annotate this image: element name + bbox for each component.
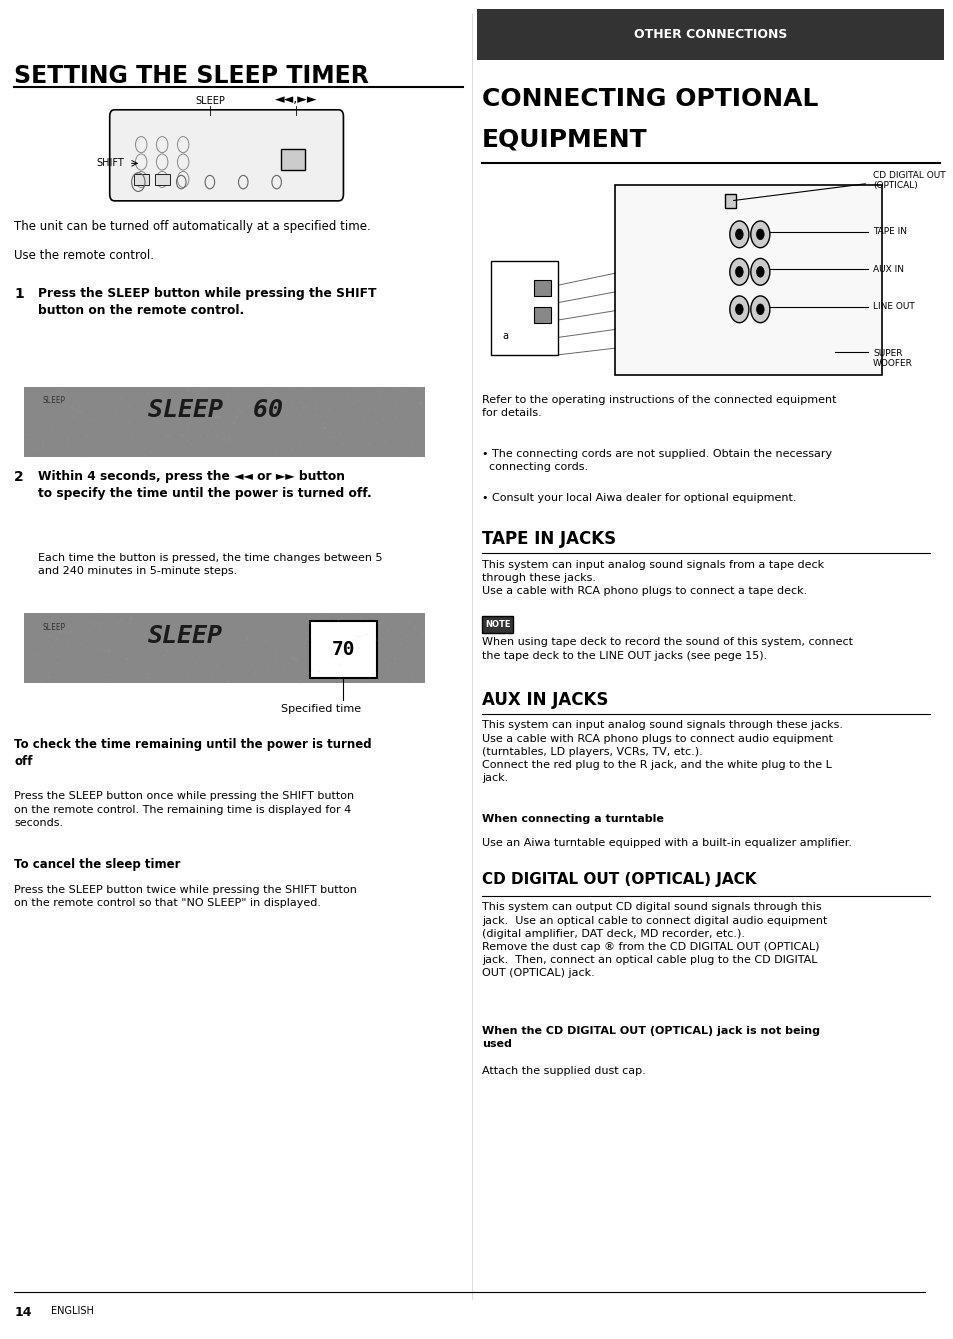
Bar bbox=[24, 613, 424, 683]
Bar bbox=[534, 280, 551, 296]
Bar bbox=[154, 174, 170, 185]
Text: Use an Aiwa turntable equipped with a built-in equalizer amplifier.: Use an Aiwa turntable equipped with a bu… bbox=[481, 838, 851, 848]
Text: 1: 1 bbox=[14, 287, 24, 300]
Text: When connecting a turntable: When connecting a turntable bbox=[481, 814, 663, 823]
Text: Press the SLEEP button while pressing the SHIFT
button on the remote control.: Press the SLEEP button while pressing th… bbox=[38, 287, 376, 316]
Text: SETTING THE SLEEP TIMER: SETTING THE SLEEP TIMER bbox=[14, 64, 369, 88]
Text: SLEEP: SLEEP bbox=[43, 396, 66, 406]
Circle shape bbox=[756, 304, 763, 315]
Text: CD DIGITAL OUT
(OPTICAL): CD DIGITAL OUT (OPTICAL) bbox=[872, 171, 944, 190]
Text: This system can input analog sound signals through these jacks.
Use a cable with: This system can input analog sound signa… bbox=[481, 720, 841, 783]
Text: AUX IN JACKS: AUX IN JACKS bbox=[481, 691, 607, 708]
Circle shape bbox=[756, 229, 763, 240]
Text: Use the remote control.: Use the remote control. bbox=[14, 249, 154, 262]
Circle shape bbox=[756, 266, 763, 277]
Text: • The connecting cords are not supplied. Obtain the necessary
  connecting cords: • The connecting cords are not supplied.… bbox=[481, 449, 831, 471]
Circle shape bbox=[735, 304, 742, 315]
Bar bbox=[481, 616, 513, 633]
Text: This system can input analog sound signals from a tape deck
through these jacks.: This system can input analog sound signa… bbox=[481, 560, 823, 596]
Circle shape bbox=[750, 258, 769, 285]
Circle shape bbox=[735, 266, 742, 277]
Bar bbox=[133, 174, 149, 185]
Text: SLEEP  60: SLEEP 60 bbox=[148, 398, 283, 422]
Circle shape bbox=[735, 229, 742, 240]
Circle shape bbox=[729, 258, 748, 285]
Text: Each time the button is pressed, the time changes between 5
and 240 minutes in 5: Each time the button is pressed, the tim… bbox=[38, 553, 382, 576]
Text: ENGLISH: ENGLISH bbox=[51, 1306, 93, 1315]
Text: When the CD DIGITAL OUT (OPTICAL) jack is not being
used: When the CD DIGITAL OUT (OPTICAL) jack i… bbox=[481, 1026, 819, 1048]
Text: Specified time: Specified time bbox=[281, 704, 361, 714]
Text: Press the SLEEP button twice while pressing the SHIFT button
on the remote contr: Press the SLEEP button twice while press… bbox=[14, 885, 356, 908]
Bar bbox=[491, 261, 558, 355]
Text: Within 4 seconds, press the ◄◄ or ►► button
to specify the time until the power : Within 4 seconds, press the ◄◄ or ►► but… bbox=[38, 470, 372, 499]
Bar bbox=[615, 185, 882, 375]
Text: SHIFT: SHIFT bbox=[96, 158, 124, 169]
Text: TAPE IN JACKS: TAPE IN JACKS bbox=[481, 530, 616, 548]
Circle shape bbox=[750, 221, 769, 248]
Bar bbox=[724, 194, 736, 208]
Circle shape bbox=[729, 221, 748, 248]
Circle shape bbox=[729, 296, 748, 323]
Text: ◄◄,►►: ◄◄,►► bbox=[274, 92, 316, 106]
Circle shape bbox=[750, 296, 769, 323]
Bar bbox=[476, 9, 943, 60]
Text: CONNECTING OPTIONAL: CONNECTING OPTIONAL bbox=[481, 87, 818, 111]
Text: SLEEP: SLEEP bbox=[194, 96, 225, 106]
Text: 2: 2 bbox=[14, 470, 24, 483]
Bar bbox=[534, 307, 551, 323]
Bar bbox=[281, 149, 305, 170]
Text: SLEEP: SLEEP bbox=[43, 623, 66, 632]
Text: The unit can be turned off automatically at a specified time.: The unit can be turned off automatically… bbox=[14, 220, 371, 233]
Bar bbox=[24, 387, 424, 457]
Text: Press the SLEEP button once while pressing the SHIFT button
on the remote contro: Press the SLEEP button once while pressi… bbox=[14, 791, 355, 828]
Text: 14: 14 bbox=[14, 1306, 31, 1319]
Text: NOTE: NOTE bbox=[484, 620, 510, 629]
Text: To cancel the sleep timer: To cancel the sleep timer bbox=[14, 858, 181, 872]
Text: 70: 70 bbox=[332, 640, 355, 659]
Text: Refer to the operating instructions of the connected equipment
for details.: Refer to the operating instructions of t… bbox=[481, 395, 836, 418]
FancyBboxPatch shape bbox=[110, 110, 343, 201]
Text: Attach the supplied dust cap.: Attach the supplied dust cap. bbox=[481, 1066, 645, 1075]
Text: SUPER
WOOFER: SUPER WOOFER bbox=[872, 349, 912, 368]
Text: SLEEP: SLEEP bbox=[148, 624, 223, 648]
Text: This system can output CD digital sound signals through this
jack.  Use an optic: This system can output CD digital sound … bbox=[481, 902, 826, 979]
Text: CD DIGITAL OUT (OPTICAL) JACK: CD DIGITAL OUT (OPTICAL) JACK bbox=[481, 872, 756, 886]
Text: To check the time remaining until the power is turned
off: To check the time remaining until the po… bbox=[14, 738, 372, 767]
Text: EQUIPMENT: EQUIPMENT bbox=[481, 127, 647, 151]
Text: TAPE IN: TAPE IN bbox=[872, 228, 906, 236]
Text: AUX IN: AUX IN bbox=[872, 265, 902, 273]
Text: When using tape deck to record the sound of this system, connect
the tape deck t: When using tape deck to record the sound… bbox=[481, 637, 852, 660]
Text: OTHER CONNECTIONS: OTHER CONNECTIONS bbox=[634, 28, 786, 42]
Text: • Consult your local Aiwa dealer for optional equipment.: • Consult your local Aiwa dealer for opt… bbox=[481, 493, 796, 502]
Bar bbox=[310, 621, 376, 678]
Text: LINE OUT: LINE OUT bbox=[872, 303, 914, 311]
Text: a: a bbox=[502, 332, 508, 341]
